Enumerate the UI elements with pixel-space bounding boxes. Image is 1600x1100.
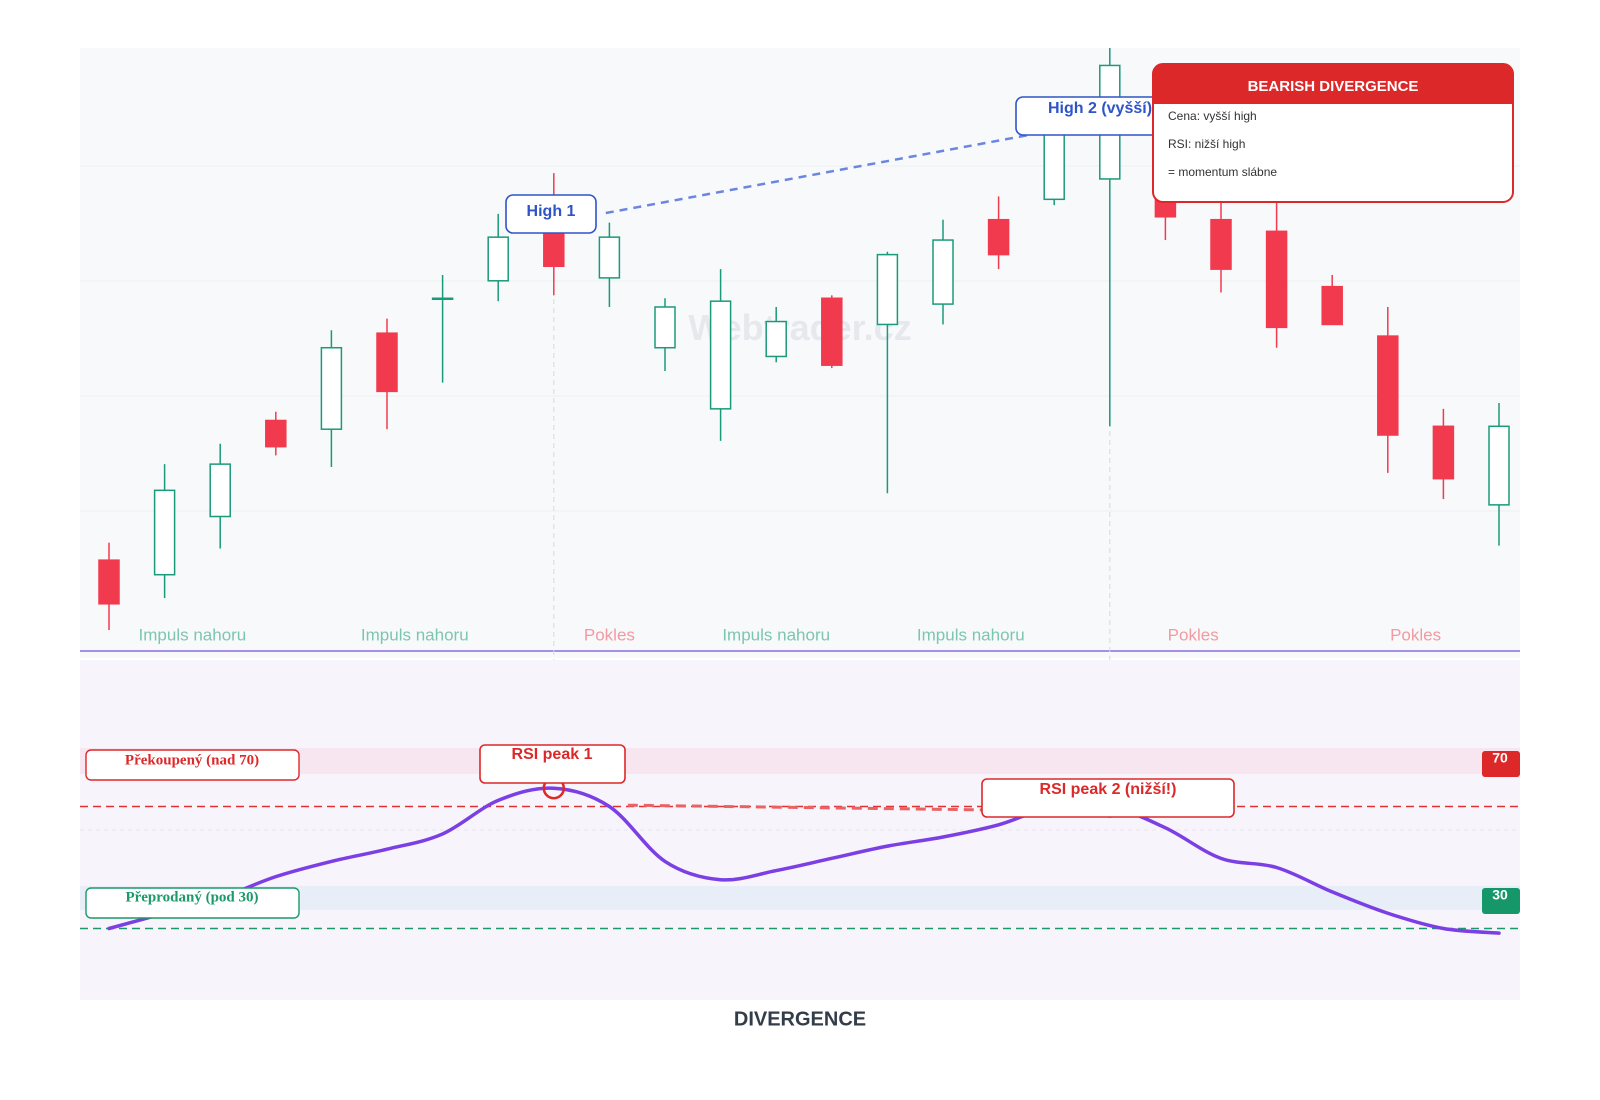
candle-body xyxy=(821,297,843,366)
bearish-candle xyxy=(265,411,287,456)
bearish-divergence-callout: BEARISH DIVERGENCE Cena: vyšší high RSI:… xyxy=(1152,63,1514,203)
phase-label: Pokles xyxy=(1390,625,1441,644)
candle-body xyxy=(376,332,398,393)
candle-body xyxy=(876,253,899,326)
phase-label: Impuls nahoru xyxy=(917,625,1025,644)
high2-annotation: High 2 (vyšší) xyxy=(1015,96,1182,136)
bullish-candle xyxy=(320,330,343,468)
candle-body xyxy=(987,218,1010,256)
callout-title: BEARISH DIVERGENCE xyxy=(1248,78,1419,95)
rsi-peak2-label: RSI peak 2 (nižší!) xyxy=(1040,781,1177,798)
phase-label: Impuls nahoru xyxy=(361,625,469,644)
candles xyxy=(98,48,1510,630)
overbought-tag-label: 70 xyxy=(1492,750,1508,766)
candle-body xyxy=(709,300,732,410)
candle-body xyxy=(932,239,954,305)
callout-line-rsi: RSI: nižší high xyxy=(1168,137,1245,151)
price-divergence-line xyxy=(605,131,1041,215)
bearish-candle xyxy=(1432,408,1455,500)
callout-line-momentum: = momentum slábne xyxy=(1168,165,1277,179)
bullish-candle xyxy=(709,269,732,441)
phase-label: Impuls nahoru xyxy=(722,625,830,644)
high2-label: High 2 (vyšší) xyxy=(1048,100,1152,117)
bullish-candle xyxy=(654,298,676,372)
high1-annotation: High 1 xyxy=(505,194,597,234)
oversold-label: Přeprodaný (pod 30) xyxy=(125,889,258,905)
callout-line-price: Cena: vyšší high xyxy=(1168,109,1257,123)
phase-label: Pokles xyxy=(1168,625,1219,644)
bearish-candle xyxy=(376,318,398,430)
rsi-peak1-label: RSI peak 1 xyxy=(512,746,593,763)
overbought-zone xyxy=(80,748,1520,774)
candle-body xyxy=(1043,131,1065,201)
phase-label: Impuls nahoru xyxy=(139,625,247,644)
phase-labels: Impuls nahoru Impuls nahoru Pokles Impuls n… xyxy=(139,625,1442,644)
candle-body xyxy=(265,419,287,448)
bullish-candle xyxy=(876,251,899,494)
bullish-candle xyxy=(765,306,787,363)
phase-label: Pokles xyxy=(584,625,635,644)
candle-body xyxy=(1432,425,1455,480)
bearish-candle xyxy=(1265,193,1288,348)
oversold-tag-label: 30 xyxy=(1492,887,1508,903)
candle-body xyxy=(98,559,120,605)
bullish-candle xyxy=(209,443,231,549)
bullish-candle xyxy=(153,464,176,598)
candle-body xyxy=(1265,230,1288,329)
bearish-candle xyxy=(98,542,120,630)
candle-body xyxy=(654,306,676,349)
candle-body xyxy=(765,320,787,358)
bullish-candle xyxy=(598,222,621,307)
candle-body xyxy=(487,236,509,282)
candle-body xyxy=(1377,335,1399,436)
chart-title: DIVERGENCE xyxy=(734,1008,866,1030)
oversold-zone xyxy=(80,886,1520,910)
bullish-candle xyxy=(1043,131,1065,206)
rsi-peak1-annotation: RSI peak 1 xyxy=(479,744,626,784)
bullish-candle xyxy=(431,274,454,383)
overbought-label: Překoupený (nad 70) xyxy=(125,752,259,768)
candle-body xyxy=(598,236,621,279)
bearish-candle xyxy=(1210,199,1232,293)
bullish-candle xyxy=(487,213,509,302)
high1-label: High 1 xyxy=(527,203,576,220)
candle-body xyxy=(1210,218,1232,270)
candle-body xyxy=(1321,285,1343,326)
overbought-label-box: Překoupený (nad 70) xyxy=(85,749,300,781)
oversold-tag: 30 xyxy=(1482,887,1520,914)
oversold-label-box: Přeprodaný (pod 30) xyxy=(85,887,300,919)
rsi-peak2-annotation: RSI peak 2 (nižší!) xyxy=(981,778,1235,818)
candle-body xyxy=(1488,425,1510,506)
overbought-tag: 70 xyxy=(1482,750,1520,777)
candle-body xyxy=(431,297,454,301)
bearish-candle xyxy=(821,295,843,369)
bullish-candle xyxy=(932,219,954,325)
candle-body xyxy=(209,463,231,518)
rsi-line xyxy=(107,786,1501,935)
candle-body xyxy=(153,489,176,576)
bearish-candle xyxy=(1321,274,1343,326)
bearish-candle xyxy=(987,196,1010,270)
bearish-candle xyxy=(1377,306,1399,473)
candle-body xyxy=(320,346,343,430)
bullish-candle xyxy=(1488,403,1510,546)
